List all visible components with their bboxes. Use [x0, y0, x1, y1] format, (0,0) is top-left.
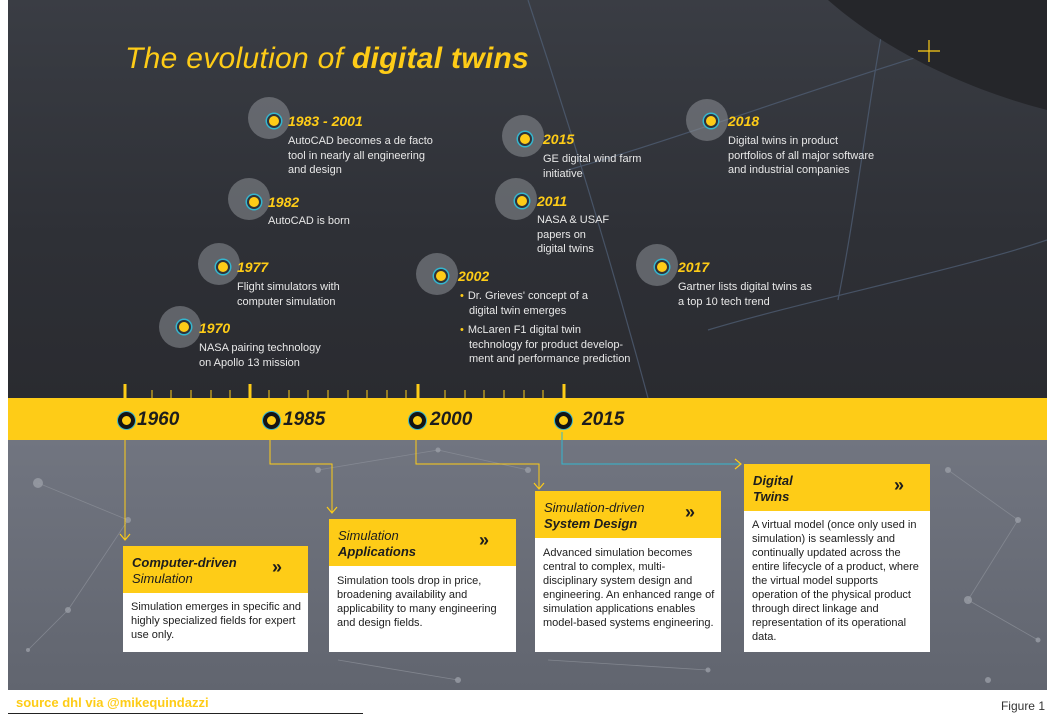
era-marker	[555, 412, 572, 429]
page-title: The evolution of digital twins	[125, 42, 530, 75]
card-body: Advanced simulation becomes central to c…	[543, 547, 715, 629]
milestone-year: 1977	[237, 259, 269, 275]
background-decoration	[26, 0, 1047, 683]
milestone-text: GE digital wind farm initiative	[543, 153, 642, 180]
milestone-year: 2015	[543, 131, 575, 147]
chevron-right-icon: »	[272, 557, 282, 577]
milestone-year: 2017	[678, 259, 710, 275]
milestone-year: 1970	[199, 320, 231, 336]
milestone-year: 1982	[268, 194, 300, 210]
card-body: A virtual model (once only used in simul…	[752, 519, 919, 643]
era-marker	[263, 412, 280, 429]
figure-label: Figure 1	[1000, 699, 1045, 713]
card-simulation-driven-system-design: Simulation-driven System Design » Advanc…	[535, 491, 721, 652]
milestone-year: 2018	[728, 113, 760, 129]
era-label: 2000	[430, 409, 473, 430]
milestone-text: Flight simulators with computer simulatio…	[237, 281, 340, 308]
card-title: Simulation-driven	[544, 500, 645, 515]
card-subtitle: Simulation	[132, 571, 193, 586]
card-title: Computer-driven	[132, 555, 237, 570]
milestone-bullet: • McLaren F1 digital twin technology for p…	[460, 324, 631, 365]
milestone-text: Gartner lists digital twins as a top 10 t…	[678, 281, 812, 308]
milestone-year: 2002	[458, 268, 490, 284]
era-label: 1960	[137, 409, 180, 430]
infographic: The evolution of digital twins 1983 - 20…	[8, 0, 1047, 690]
card-title: Simulation	[338, 528, 399, 543]
card-subtitle: Twins	[753, 489, 790, 504]
era-label: 1985	[283, 409, 326, 430]
milestone-text: AutoCAD is born	[268, 215, 350, 227]
era-marker	[409, 412, 426, 429]
milestone-year: 1983 - 2001	[288, 113, 363, 129]
card-computer-driven-simulation: Computer-driven Simulation » Simulation …	[123, 546, 308, 652]
milestone-text: AutoCAD becomes a de facto tool in nearly…	[288, 135, 433, 176]
milestone-text: NASA pairing technology on Apollo 13 miss…	[199, 342, 321, 369]
era-marker	[118, 412, 135, 429]
card-body: Simulation emerges in specific and highl…	[131, 601, 301, 641]
milestone-year: 2011	[537, 193, 568, 209]
card-digital-twins: Digital Twins » A virtual model (once on…	[744, 464, 930, 652]
source-credit: source dhl via @mikequindazzi	[16, 695, 209, 710]
card-body: Simulation tools drop in price, broadeni…	[337, 575, 497, 629]
card-subtitle: Applications	[338, 544, 417, 559]
milestone-text: Digital twins in product portfolios of al…	[728, 135, 875, 176]
chevron-right-icon: »	[685, 502, 695, 522]
timeline-ticks	[119, 384, 742, 541]
milestone-bullet: • Dr. Grieves' concept of a digital twin e…	[460, 290, 588, 317]
chevron-right-icon: »	[894, 475, 904, 495]
timeline-band	[8, 398, 1047, 440]
card-subtitle: System Design	[544, 516, 638, 531]
chevron-right-icon: »	[479, 530, 489, 550]
divider	[8, 713, 363, 714]
era-label: 2015	[582, 409, 625, 430]
card-title: Digital	[753, 473, 793, 488]
milestone-text: NASA & USAF papers on digital twins	[537, 214, 610, 255]
card-simulation-applications: Simulation Applications » Simulation too…	[329, 519, 516, 652]
